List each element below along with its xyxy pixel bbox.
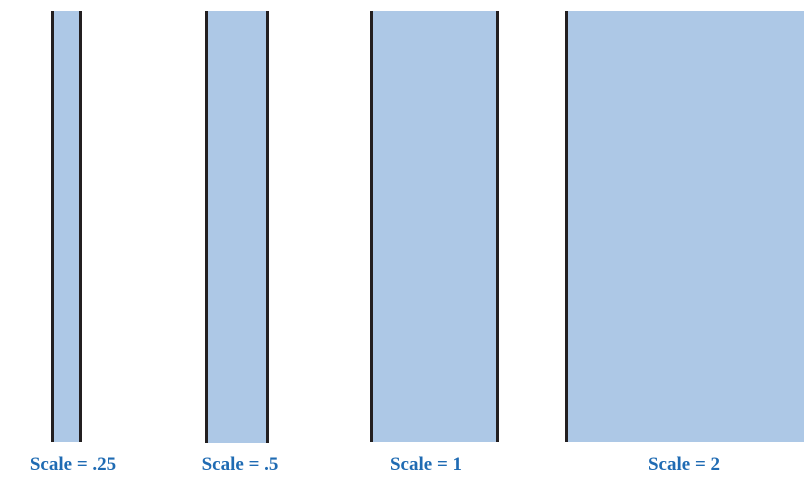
scale-bar-one (370, 11, 499, 442)
scale-bar-quarter (51, 11, 82, 442)
bar-right-edge (266, 11, 269, 443)
bar-right-edge (79, 11, 82, 442)
scale-bar-two (565, 11, 804, 442)
caption-scale-quarter: Scale = .25 (29, 454, 117, 475)
bar-left-edge (205, 11, 208, 443)
bar-right-edge (496, 11, 499, 442)
scale-bar-half (205, 11, 269, 443)
bar-left-edge (565, 11, 568, 442)
bar-left-edge (51, 11, 54, 442)
caption-scale-two: Scale = 2 (647, 454, 721, 475)
caption-scale-one: Scale = 1 (389, 454, 463, 475)
bar-left-edge (370, 11, 373, 442)
caption-scale-half: Scale = .5 (201, 454, 279, 475)
